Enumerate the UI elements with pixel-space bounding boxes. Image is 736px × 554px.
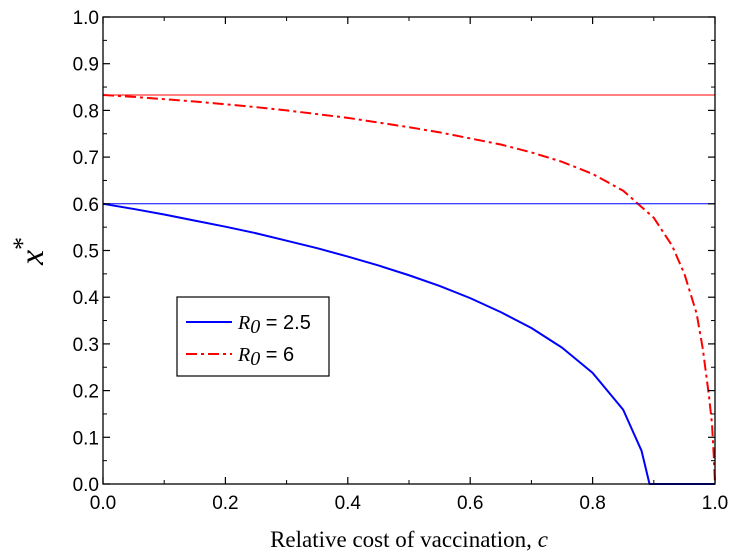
legend-subscript: 0 [250, 348, 260, 370]
y-tick-label: 0.7 [73, 148, 99, 169]
x-tick-label: 0.6 [457, 493, 483, 514]
legend-symbol: R [237, 312, 250, 334]
y-tick-label: 0.8 [73, 101, 99, 122]
x-tick-label: 1.0 [702, 493, 728, 514]
y-tick-label: 0.9 [73, 55, 99, 76]
legend-symbol: R [237, 344, 250, 366]
y-tick-label: 0.3 [73, 335, 99, 356]
y-tick-label: 0.5 [73, 242, 99, 263]
legend-box [176, 296, 330, 377]
y-axis-label: x* [8, 237, 51, 266]
y-axis-label-main: x [14, 250, 51, 266]
legend-label-r0-6: R0 = 6 [237, 344, 294, 370]
series-line-1 [102, 93, 716, 485]
x-axis-label-variable: c [538, 527, 548, 552]
y-tick-label: 0.0 [73, 475, 99, 496]
series-line-0 [102, 202, 715, 485]
x-tick-label: 0.0 [90, 493, 116, 514]
y-tick-label: 0.6 [73, 195, 99, 216]
x-tick-label: 0.8 [579, 493, 605, 514]
y-axis-label-sup: * [8, 237, 37, 250]
x-tick-label: 0.2 [212, 493, 238, 514]
y-tick-label: 0.4 [73, 288, 100, 309]
y-tick-label: 0.2 [73, 382, 99, 403]
series-layer [102, 93, 716, 485]
y-tick-label: 1.0 [73, 8, 99, 29]
legend: R0 = 2.5 R0 = 6 [176, 296, 330, 377]
legend-label-r0-2-5: R0 = 2.5 [237, 312, 311, 338]
tick-layer: 0.0 0.2 0.4 0.6 0.8 1.0 0.0 0.1 0.2 0.3 0.4 0.5 0.6 0… [73, 8, 729, 514]
legend-value: = 6 [260, 344, 294, 366]
y-tick-label: 0.1 [73, 428, 99, 449]
x-axis-label: Relative cost of vaccination, c [270, 527, 548, 552]
x-tick-label: 0.4 [335, 493, 362, 514]
legend-subscript: 0 [250, 316, 260, 338]
legend-value: = 2.5 [260, 312, 311, 334]
plot-frame [102, 16, 716, 485]
x-axis-label-main: Relative cost of vaccination, [270, 527, 538, 552]
